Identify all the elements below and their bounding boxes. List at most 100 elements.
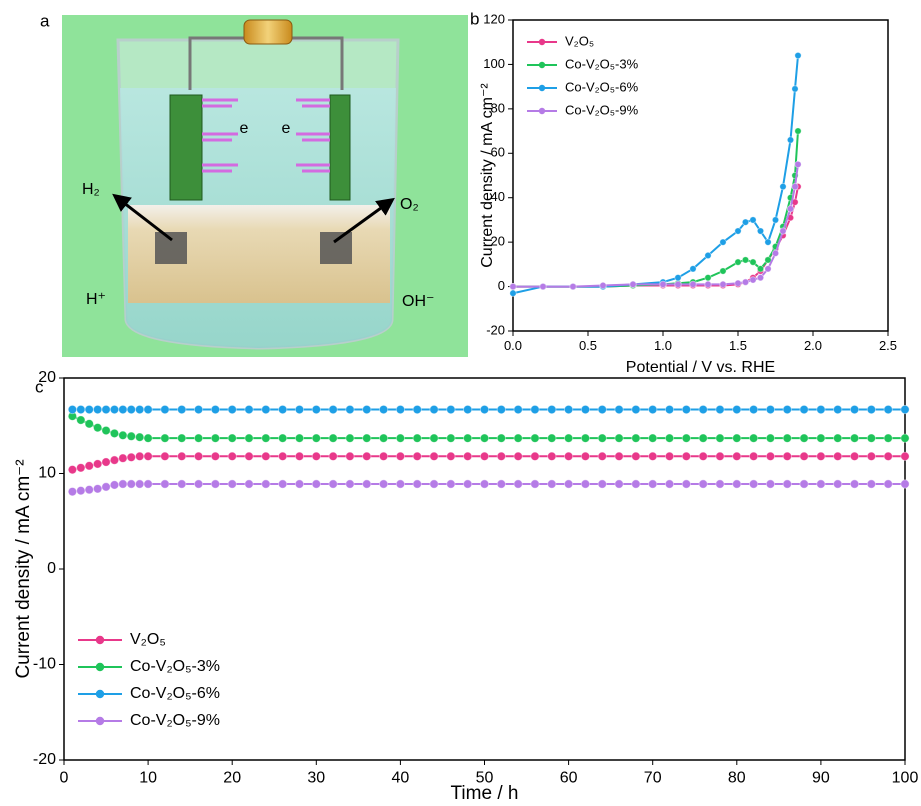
right-anode xyxy=(320,232,352,264)
data-point xyxy=(312,480,320,488)
data-point xyxy=(735,280,741,286)
data-point xyxy=(884,405,892,413)
data-point xyxy=(480,480,488,488)
data-point xyxy=(68,487,76,495)
x-tick-label: 100 xyxy=(892,770,919,787)
data-point xyxy=(68,405,76,413)
data-point xyxy=(716,480,724,488)
data-point xyxy=(295,434,303,442)
data-point xyxy=(800,434,808,442)
data-point xyxy=(649,452,657,460)
data-point xyxy=(716,405,724,413)
data-point xyxy=(705,274,711,280)
data-point xyxy=(901,452,909,460)
data-point xyxy=(295,452,303,460)
data-point xyxy=(581,480,589,488)
data-point xyxy=(228,480,236,488)
data-point xyxy=(705,252,711,258)
legend-label: Co-V₂O₅-6% xyxy=(565,79,639,94)
x-tick-label: 2.5 xyxy=(879,338,897,353)
data-point xyxy=(750,217,756,223)
data-point xyxy=(119,480,127,488)
data-point xyxy=(194,405,202,413)
y-tick-label: -20 xyxy=(33,751,56,768)
y-axis-label: Current density / mA cm⁻² xyxy=(479,83,496,268)
x-tick-label: 0.0 xyxy=(504,338,522,353)
data-point xyxy=(765,266,771,272)
legend-label: Co-V₂O₅-9% xyxy=(130,712,220,729)
data-point xyxy=(850,480,858,488)
illustration: a e e H₂ O₂ H⁺ OH⁻ xyxy=(40,11,468,357)
data-point xyxy=(85,420,93,428)
data-point xyxy=(447,452,455,460)
series-line xyxy=(513,187,798,287)
data-point xyxy=(413,434,421,442)
data-point xyxy=(463,434,471,442)
data-point xyxy=(194,434,202,442)
data-point xyxy=(245,405,253,413)
data-point xyxy=(581,434,589,442)
data-point xyxy=(548,434,556,442)
data-point xyxy=(699,452,707,460)
data-point xyxy=(135,433,143,441)
data-point xyxy=(178,434,186,442)
data-point xyxy=(161,405,169,413)
x-tick-label: 0.5 xyxy=(579,338,597,353)
data-point xyxy=(733,480,741,488)
data-point xyxy=(85,462,93,470)
data-point xyxy=(615,434,623,442)
data-point xyxy=(795,128,801,134)
data-point xyxy=(705,281,711,287)
data-point xyxy=(682,434,690,442)
data-point xyxy=(430,405,438,413)
data-point xyxy=(749,434,757,442)
data-point xyxy=(228,434,236,442)
data-point xyxy=(514,452,522,460)
x-axis-label: Potential / V vs. RHE xyxy=(626,359,775,376)
data-point xyxy=(564,480,572,488)
data-point xyxy=(901,405,909,413)
data-point xyxy=(346,480,354,488)
data-point xyxy=(245,434,253,442)
data-point xyxy=(510,283,516,289)
data-point xyxy=(497,434,505,442)
data-point xyxy=(514,434,522,442)
panel-label: b xyxy=(470,9,479,28)
data-point xyxy=(363,480,371,488)
data-point xyxy=(463,405,471,413)
data-point xyxy=(93,405,101,413)
x-tick-label: 20 xyxy=(223,770,241,787)
x-tick-label: 60 xyxy=(560,770,578,787)
data-point xyxy=(379,434,387,442)
x-tick-label: 1.0 xyxy=(654,338,672,353)
gas-label: H₂ xyxy=(82,181,100,198)
data-point xyxy=(363,405,371,413)
data-point xyxy=(665,480,673,488)
y-tick-label: 120 xyxy=(483,11,505,26)
data-point xyxy=(480,405,488,413)
data-point xyxy=(161,452,169,460)
data-point xyxy=(699,434,707,442)
data-point xyxy=(430,434,438,442)
legend-marker xyxy=(539,62,545,68)
data-point xyxy=(228,452,236,460)
data-point xyxy=(127,480,135,488)
data-point xyxy=(144,452,152,460)
data-point xyxy=(757,274,763,280)
data-point xyxy=(817,452,825,460)
data-point xyxy=(413,405,421,413)
data-point xyxy=(312,434,320,442)
data-point xyxy=(77,416,85,424)
data-point xyxy=(682,405,690,413)
data-point xyxy=(598,480,606,488)
data-point xyxy=(675,281,681,287)
data-point xyxy=(514,480,522,488)
data-point xyxy=(548,452,556,460)
data-point xyxy=(772,217,778,223)
data-point xyxy=(295,405,303,413)
data-point xyxy=(570,283,576,289)
x-tick-label: 90 xyxy=(812,770,830,787)
data-point xyxy=(278,405,286,413)
data-point xyxy=(228,405,236,413)
data-point xyxy=(817,434,825,442)
